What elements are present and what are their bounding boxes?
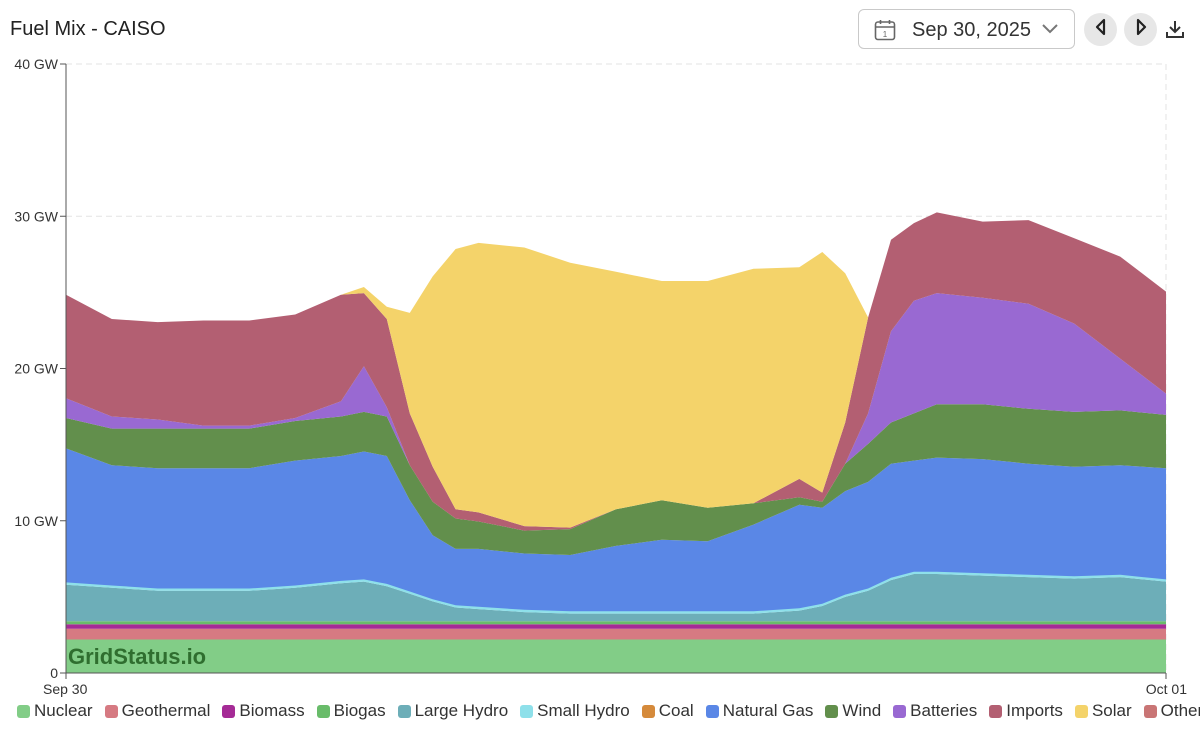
y-tick-label: 20 GW (14, 361, 58, 377)
x-tick-label: Sep 30 (43, 681, 88, 697)
legend-swatch (1143, 704, 1157, 718)
caret-right-icon (1133, 18, 1149, 41)
y-tick-label: 10 GW (14, 513, 58, 529)
legend-label: Small Hydro (537, 701, 630, 720)
legend-item-solar[interactable]: Solar (1074, 701, 1132, 721)
legend-swatch (520, 704, 534, 718)
legend-label: Batteries (910, 701, 978, 720)
legend-swatch (1074, 704, 1088, 718)
legend-label: Other (1160, 701, 1200, 720)
legend-swatch (641, 704, 655, 718)
legend-label: Large Hydro (414, 701, 509, 720)
legend-item-wind[interactable]: Wind (825, 701, 881, 721)
legend-label: Imports (1006, 701, 1063, 720)
area-large-hydro[interactable] (66, 574, 1166, 622)
legend-swatch (893, 704, 907, 718)
svg-text:1: 1 (883, 30, 888, 39)
legend-item-biogas[interactable]: Biogas (316, 701, 386, 721)
legend-swatch (104, 704, 118, 718)
legend-label: Wind (842, 701, 882, 720)
legend-item-biomass[interactable]: Biomass (222, 701, 305, 721)
previous-day-button[interactable] (1084, 13, 1117, 46)
legend-swatch (222, 704, 236, 718)
legend-swatch (17, 704, 30, 718)
y-tick-label: 0 (50, 665, 58, 681)
x-tick-label: Oct 01 (1146, 681, 1187, 697)
legend-swatch (705, 704, 719, 718)
legend-item-small-hydro[interactable]: Small Hydro (520, 701, 630, 721)
legend-item-imports[interactable]: Imports (989, 701, 1063, 721)
legend-item-coal[interactable]: Coal (641, 701, 694, 721)
legend-item-geothermal[interactable]: Geothermal (104, 701, 211, 721)
area-biomass[interactable] (66, 624, 1166, 629)
watermark: GridStatus.io (68, 644, 206, 669)
legend-label: Solar (1091, 701, 1132, 720)
area-solar[interactable] (66, 212, 1166, 528)
legend-label: Geothermal (121, 701, 211, 720)
y-tick-label: 30 GW (14, 208, 58, 224)
legend-label: Coal (658, 701, 694, 720)
legend-swatch (316, 704, 330, 718)
legend-swatch (825, 704, 839, 718)
caret-left-icon (1093, 18, 1109, 41)
next-day-button[interactable] (1124, 13, 1157, 46)
legend-item-nuclear[interactable]: Nuclear (17, 701, 93, 721)
calendar-icon: 1 (873, 18, 897, 47)
chart-title: Fuel Mix - CAISO (10, 18, 166, 40)
area-biogas[interactable] (66, 621, 1166, 625)
area-geothermal[interactable] (66, 628, 1166, 640)
area-imports[interactable] (66, 212, 1166, 531)
legend-swatch (989, 704, 1003, 718)
y-tick-label: 40 GW (14, 56, 58, 72)
area-natural-gas[interactable] (66, 448, 1166, 612)
chevron-down-icon (1041, 22, 1059, 41)
legend-label: Biogas (333, 701, 386, 720)
legend-label: Biomass (239, 701, 305, 720)
legend-label: Nuclear (34, 701, 93, 720)
legend-swatch (397, 704, 411, 718)
download-button[interactable] (1163, 17, 1187, 41)
date-value: Sep 30, 2025 (912, 19, 1031, 41)
legend-item-large-hydro[interactable]: Large Hydro (397, 701, 509, 721)
legend-item-natural-gas[interactable]: Natural Gas (705, 701, 814, 721)
legend-item-other[interactable]: Other (1143, 701, 1200, 721)
area-batteries[interactable] (66, 293, 1166, 531)
area-wind[interactable] (66, 404, 1166, 555)
legend-item-batteries[interactable]: Batteries (893, 701, 977, 721)
date-picker[interactable]: 1 Sep 30, 2025 (858, 9, 1075, 49)
legend: Nuclear Geothermal Biomass Biogas Large Hydr… (17, 700, 1200, 722)
legend-label: Natural Gas (722, 701, 814, 720)
area-nuclear[interactable] (66, 639, 1166, 674)
download-icon (1163, 21, 1187, 45)
